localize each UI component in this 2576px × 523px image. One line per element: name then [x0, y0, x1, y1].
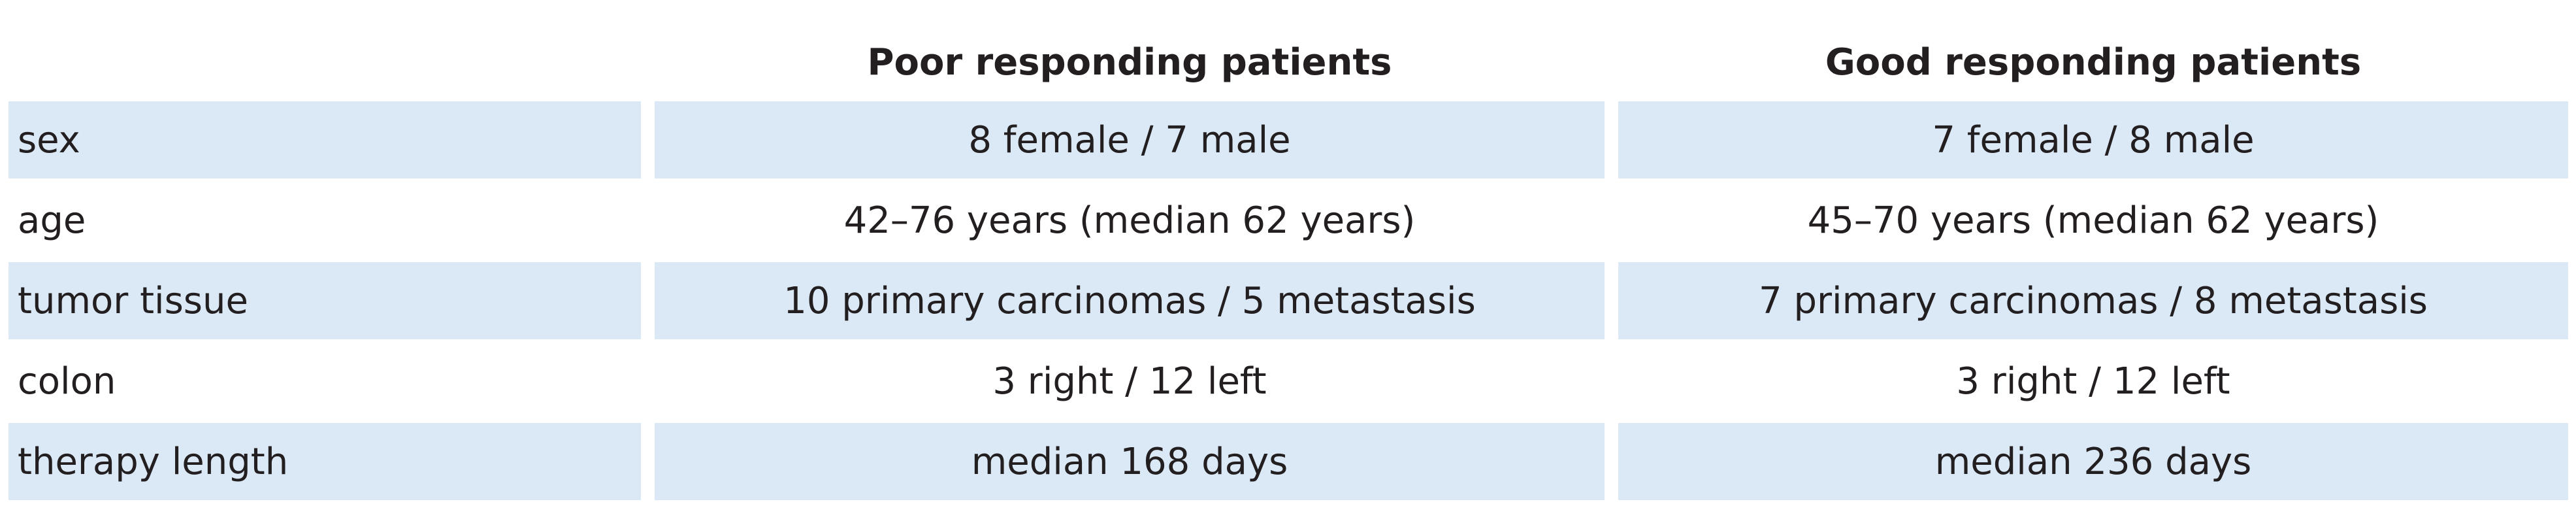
- table: Poor responding patients Good responding…: [8, 26, 2568, 503]
- header-cell: Poor responding patients: [867, 41, 1392, 84]
- header-cell: Good responding patients: [1825, 41, 2362, 84]
- row-label: colon: [18, 360, 116, 403]
- table-cell: 3 right / 12 left: [1956, 360, 2230, 403]
- row-label: sex: [8, 101, 641, 178]
- table-row: tumor tissue 10 primary carcinomas / 5 me…: [8, 262, 2568, 339]
- table-row: age 42–76 years (median 62 years) 45–70 ye…: [8, 182, 2568, 259]
- table-cell: median 168 days: [655, 423, 1605, 500]
- table-row: colon 3 right / 12 left 3 right / 12 left: [8, 343, 2568, 420]
- table-cell: 10 primary carcinomas / 5 metastasis: [655, 262, 1605, 339]
- row-label: therapy length: [8, 423, 641, 500]
- table-cell: 7 female / 8 male: [1618, 101, 2568, 178]
- table-cell: median 236 days: [1618, 423, 2568, 500]
- row-label: tumor tissue: [8, 262, 641, 339]
- table-row: sex 8 female / 7 male 7 female / 8 male: [8, 101, 2568, 178]
- header-row: Poor responding patients Good responding…: [8, 26, 2568, 98]
- table-row: therapy length median 168 days median 236 …: [8, 423, 2568, 500]
- table-cell: 3 right / 12 left: [992, 360, 1267, 403]
- header-blank: [8, 26, 641, 98]
- table-cell: 7 primary carcinomas / 8 metastasis: [1618, 262, 2568, 339]
- table-cell: 45–70 years (median 62 years): [1807, 199, 2379, 242]
- table-cell: 42–76 years (median 62 years): [843, 199, 1416, 242]
- table-cell: 8 female / 7 male: [655, 101, 1605, 178]
- row-label: age: [18, 199, 86, 242]
